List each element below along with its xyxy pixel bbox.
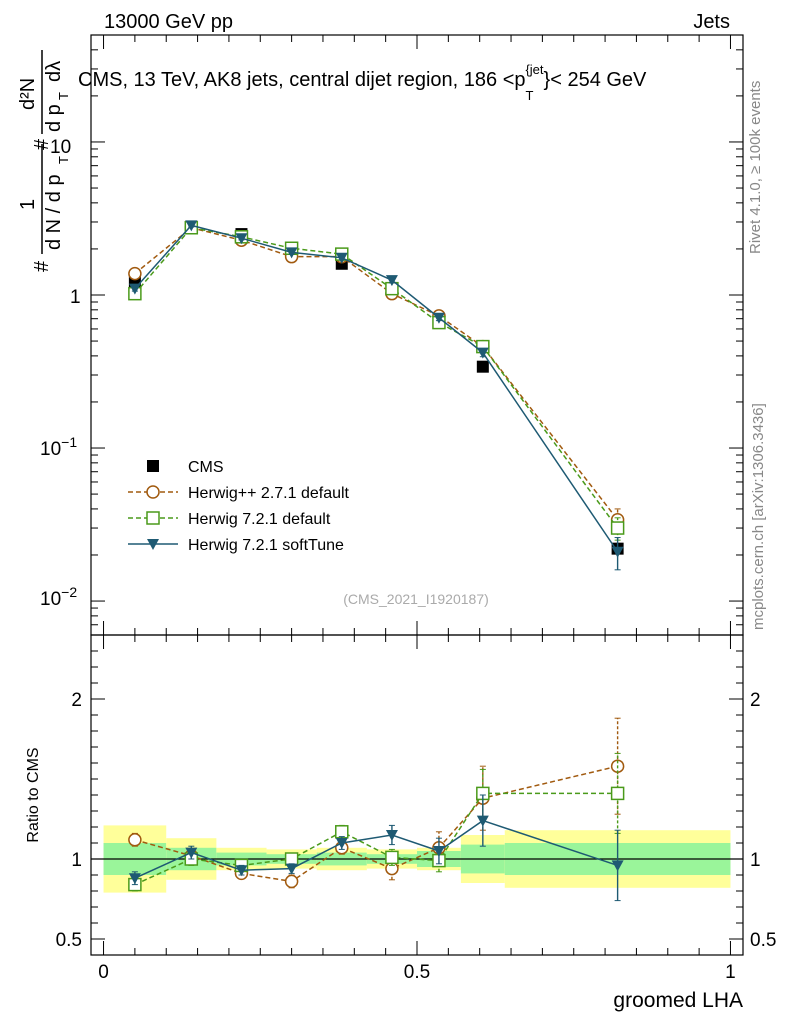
legend-marker (147, 460, 159, 472)
series-herwig-7-2-1-softtune (128, 794, 624, 902)
ytick-label-10: 10 (50, 137, 71, 158)
ratio-ytick-label-left: 2 (71, 690, 82, 711)
data-point (611, 860, 624, 872)
ylabel-den: d N / d p (43, 174, 65, 250)
data-point (284, 874, 299, 889)
mcplots-label: mcplots.cern.ch [arXiv:1306.3436] (750, 403, 767, 630)
legend-label: Herwig 7.2.1 softTune (188, 537, 344, 554)
data-point (476, 815, 489, 827)
data-point (128, 873, 141, 885)
ylabel-d2-sub: T (56, 92, 71, 100)
data-point (335, 252, 348, 264)
legend-label: CMS (188, 459, 224, 476)
ytick-label-0.01: 10−2 (40, 584, 77, 610)
data-point (235, 865, 248, 877)
ratio-ytick-label-right: 0.5 (750, 930, 776, 951)
legend-marker (146, 511, 160, 525)
legend-item: Herwig++ 2.7.1 default (128, 485, 350, 502)
ratio-ytick-label-left: 0.5 (56, 930, 82, 951)
legend-label: Herwig++ 2.7.1 default (188, 485, 350, 502)
ratio-frame (90, 634, 744, 956)
title-sup: {jet (525, 62, 543, 77)
series-cms (128, 220, 624, 555)
data-point (284, 852, 299, 866)
legend: CMS Herwig++ 2.7.1 default Herwig 7.2.1 de… (128, 459, 350, 554)
ytick-label-0.1: 10−1 (40, 434, 77, 460)
xtick-label: 1 (725, 962, 736, 983)
main-ylabel: # 1 d N / d p T # d²N d p T dλ (17, 50, 71, 272)
legend-item: Herwig 7.2.1 default (128, 511, 331, 528)
main-series (128, 220, 625, 571)
series-herwig-7-2-1-softtune (128, 220, 624, 571)
ylabel-den-sub: T (56, 156, 71, 164)
ylabel-hash2: # (31, 138, 53, 150)
main-tick-labels: 10 1 10−1 10−2 (40, 137, 81, 610)
data-point (385, 275, 398, 287)
data-point (476, 347, 489, 359)
data-point (128, 283, 141, 295)
ylabel-one: 1 (17, 199, 39, 210)
ratio-ylabel: Ratio to CMS (25, 747, 42, 842)
ratio-tick-labels: 0.5 0.5 1 1 2 2 0 0.5 1 (56, 690, 777, 983)
data-point (611, 546, 624, 558)
legend-item: Herwig 7.2.1 softTune (128, 537, 344, 554)
ytick-label-1: 1 (70, 287, 81, 308)
data-point (610, 786, 625, 801)
data-point (235, 233, 248, 245)
data-point (335, 838, 348, 849)
plot-title: CMS, 13 TeV, AK8 jets, central dijet reg… (78, 62, 647, 103)
data-point (285, 863, 298, 875)
ylabel-hash: # (31, 260, 53, 272)
ratio-series (128, 717, 625, 902)
title-suffix: }< 254 GeV (544, 69, 648, 91)
ratio-ytick-label-left: 1 (71, 850, 82, 871)
header-left: 13000 GeV pp (104, 11, 233, 33)
legend-item: CMS (147, 459, 224, 476)
data-point (476, 360, 489, 373)
watermark: (CMS_2021_I1920187) (343, 591, 489, 607)
data-point (128, 833, 142, 847)
ratio-ticks (91, 635, 743, 955)
header-right: Jets (693, 11, 730, 33)
data-point (128, 266, 142, 281)
data-point (285, 247, 298, 259)
title-sub: T (526, 88, 534, 103)
data-point (185, 847, 198, 859)
title-prefix: CMS, 13 TeV, AK8 jets, central dijet reg… (78, 69, 526, 91)
data-point (185, 220, 198, 232)
ratio-ytick-label-right: 1 (750, 850, 761, 871)
xlabel: groomed LHA (613, 989, 743, 1012)
ratio-ytick-label-right: 2 (750, 690, 761, 711)
legend-marker (147, 539, 159, 550)
main-ticks (91, 34, 743, 636)
data-point (335, 825, 349, 839)
data-point (385, 830, 398, 841)
xtick-label: 0.5 (404, 962, 430, 983)
data-point (385, 850, 399, 865)
ylabel-num: d²N (17, 78, 39, 110)
data-point (610, 521, 625, 535)
series-line (134, 224, 619, 553)
data-point (432, 846, 445, 857)
xtick-label: 0 (98, 962, 109, 983)
ylabel-lam: dλ (43, 61, 65, 82)
data-point (432, 312, 445, 324)
legend-label: Herwig 7.2.1 default (188, 511, 331, 528)
ylabel-d2: d p (43, 104, 65, 132)
legend-marker (146, 485, 160, 499)
rivet-label: Rivet 4.1.0, ≥ 100k events (747, 81, 764, 254)
